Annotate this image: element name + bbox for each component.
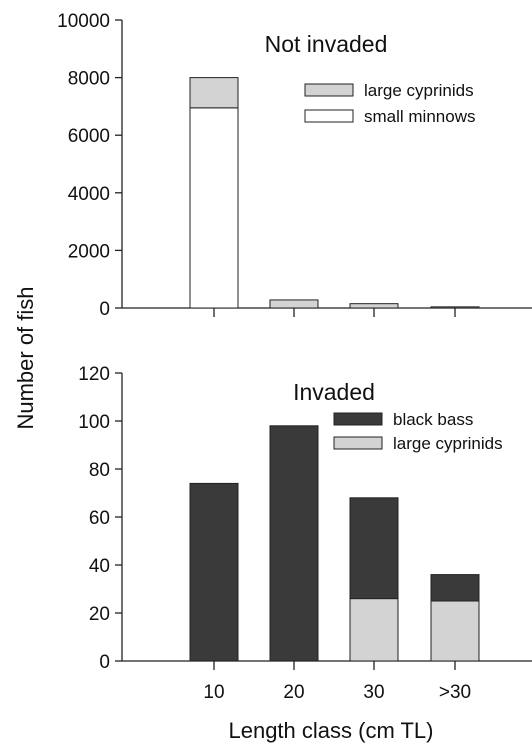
x-tick-label: 20 [283, 682, 304, 703]
y-tick-label: 80 [89, 460, 110, 481]
legend-label: large cyprinids [393, 434, 503, 453]
bar-large-cyprinids [430, 306, 480, 309]
legend-swatch [333, 412, 383, 426]
bar-small-minnows [189, 107, 239, 309]
bar-black-bass [189, 482, 239, 662]
legend-swatch [304, 83, 354, 97]
bar-large-cyprinids [189, 77, 239, 109]
y-tick-label: 8000 [68, 69, 110, 90]
y-axis-title: Number of fish [13, 286, 38, 429]
legend-label: small minnows [364, 107, 475, 126]
x-axis-title: Length class (cm TL) [228, 718, 433, 743]
legend-swatch [304, 109, 354, 123]
panel-invaded: 0 20 40 60 80 100 120 10 20 30 >30 Invaded black bas… [78, 364, 532, 703]
legend-label: black bass [393, 410, 473, 429]
x-tick-label: 10 [203, 682, 224, 703]
y-tick-label: 2000 [68, 241, 110, 262]
legend-label: large cyprinids [364, 81, 474, 100]
panel-not-invaded: 0 2000 4000 6000 8000 10000 Not invaded large c… [57, 11, 532, 320]
y-tick-label: 0 [99, 652, 110, 673]
y-tick-label: 60 [89, 508, 110, 529]
bar-black-bass [349, 497, 399, 600]
y-tick-label: 6000 [68, 126, 110, 147]
bar-large-cyprinids [349, 598, 399, 662]
bar-black-bass [430, 574, 480, 602]
y-tick-label: 120 [78, 364, 110, 385]
y-tick-label: 40 [89, 556, 110, 577]
y-tick-label: 0 [99, 299, 110, 320]
y-tick-label: 10000 [57, 11, 110, 32]
legend-swatch [333, 436, 383, 450]
y-tick-label: 20 [89, 604, 110, 625]
bar-large-cyprinids [269, 299, 319, 309]
panel-title-not-invaded: Not invaded [265, 31, 388, 57]
bar-large-cyprinids [349, 303, 399, 309]
x-tick-label: >30 [439, 682, 471, 703]
bar-large-cyprinids [430, 600, 480, 662]
y-tick-label: 100 [78, 412, 110, 433]
x-tick-label: 30 [363, 682, 384, 703]
y-tick-label: 4000 [68, 184, 110, 205]
panel-title-invaded: Invaded [293, 379, 375, 405]
bar-black-bass [269, 425, 319, 662]
